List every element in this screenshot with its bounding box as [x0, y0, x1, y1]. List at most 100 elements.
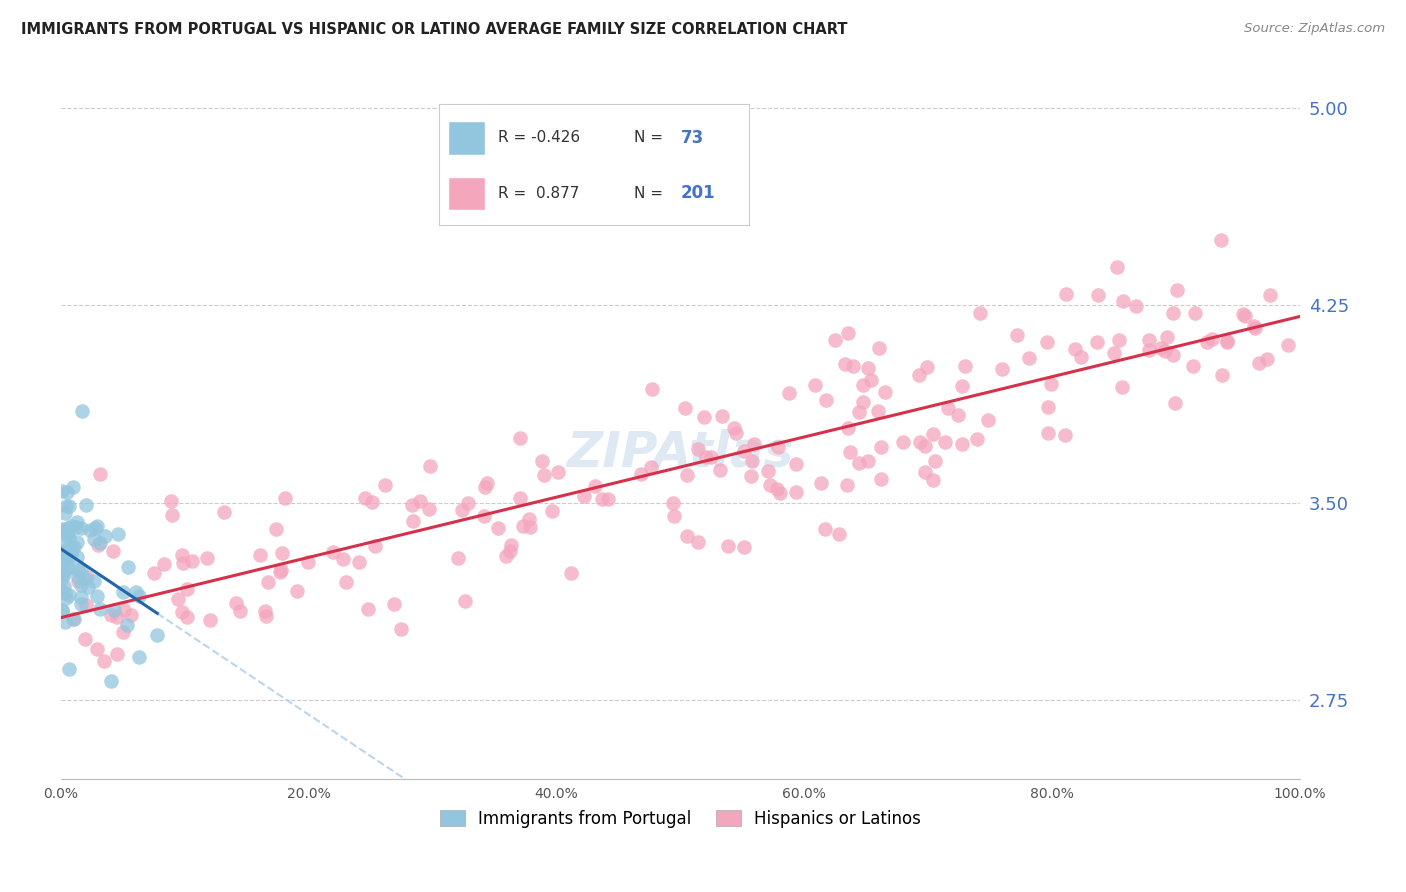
Point: [176, 610, 198, 624]
Point: [176, 582, 198, 596]
Point: [1163, 348, 1185, 362]
Point: [58, 527, 80, 541]
Point: [946, 408, 969, 422]
Point: [69, 578, 91, 592]
Point: [63, 611, 86, 625]
Point: [51, 603, 73, 617]
Point: [401, 498, 423, 512]
Point: [1182, 359, 1205, 373]
Point: [53, 586, 76, 600]
Point: [1156, 330, 1178, 344]
Point: [785, 485, 807, 500]
Point: [83, 574, 105, 589]
Point: [212, 505, 235, 519]
Point: [181, 554, 204, 568]
Point: [70, 521, 93, 535]
Point: [934, 435, 956, 450]
Point: [1038, 400, 1060, 414]
Point: [856, 454, 879, 468]
Point: [1036, 425, 1059, 440]
Point: [402, 514, 425, 528]
Point: [675, 468, 697, 483]
Point: [1040, 377, 1063, 392]
Point: [53, 506, 76, 520]
Point: [62, 611, 84, 625]
Point: [254, 608, 277, 623]
Point: [52, 579, 75, 593]
Point: [274, 491, 297, 505]
Point: [1112, 293, 1135, 308]
Point: [70, 563, 93, 577]
Point: [512, 519, 534, 533]
Point: [848, 456, 870, 470]
Point: [1125, 299, 1147, 313]
Point: [908, 434, 931, 449]
Point: [953, 359, 976, 373]
Point: [1197, 334, 1219, 349]
Point: [55, 591, 77, 606]
Point: [530, 453, 553, 467]
Point: [1087, 288, 1109, 302]
Point: [86, 518, 108, 533]
Point: [700, 450, 723, 464]
Point: [79, 523, 101, 537]
Point: [815, 393, 838, 408]
Point: [67, 574, 90, 589]
Point: [51, 548, 73, 562]
Point: [51, 604, 73, 618]
Point: [160, 508, 183, 523]
Point: [499, 544, 522, 558]
Point: [447, 551, 470, 566]
Point: [86, 642, 108, 657]
Point: [828, 527, 851, 541]
Point: [1184, 306, 1206, 320]
Point: [1215, 335, 1237, 350]
Point: [270, 546, 292, 560]
Point: [59, 548, 82, 562]
Point: [501, 538, 523, 552]
Point: [969, 305, 991, 319]
Point: [107, 526, 129, 541]
Point: [778, 386, 800, 401]
Point: [198, 613, 221, 627]
Point: [256, 574, 278, 589]
Point: [159, 493, 181, 508]
Point: [924, 454, 946, 468]
Point: [848, 405, 870, 419]
Point: [509, 491, 531, 506]
Point: [837, 421, 859, 435]
Point: [58, 662, 80, 676]
Point: [914, 465, 936, 479]
Point: [759, 478, 782, 492]
Point: [1104, 346, 1126, 360]
Point: [75, 499, 97, 513]
Point: [1150, 341, 1173, 355]
Point: [117, 559, 139, 574]
Point: [115, 617, 138, 632]
Point: [53, 548, 76, 562]
Point: [1233, 309, 1256, 323]
Point: [87, 538, 110, 552]
Point: [717, 539, 740, 553]
Point: [768, 440, 790, 454]
Point: [269, 566, 291, 580]
Point: [1277, 338, 1299, 352]
Point: [1018, 351, 1040, 365]
Point: [741, 454, 763, 468]
Point: [1163, 306, 1185, 320]
Point: [495, 549, 517, 564]
Point: [125, 584, 148, 599]
Point: [322, 544, 344, 558]
Point: [914, 439, 936, 453]
Point: [254, 604, 277, 618]
Point: [842, 359, 865, 374]
Point: [86, 589, 108, 603]
Point: [891, 434, 914, 449]
Point: [1201, 333, 1223, 347]
Point: [142, 566, 165, 580]
Point: [58, 532, 80, 546]
Point: [519, 519, 541, 533]
Point: [103, 603, 125, 617]
Point: [451, 503, 474, 517]
Point: [1054, 286, 1077, 301]
